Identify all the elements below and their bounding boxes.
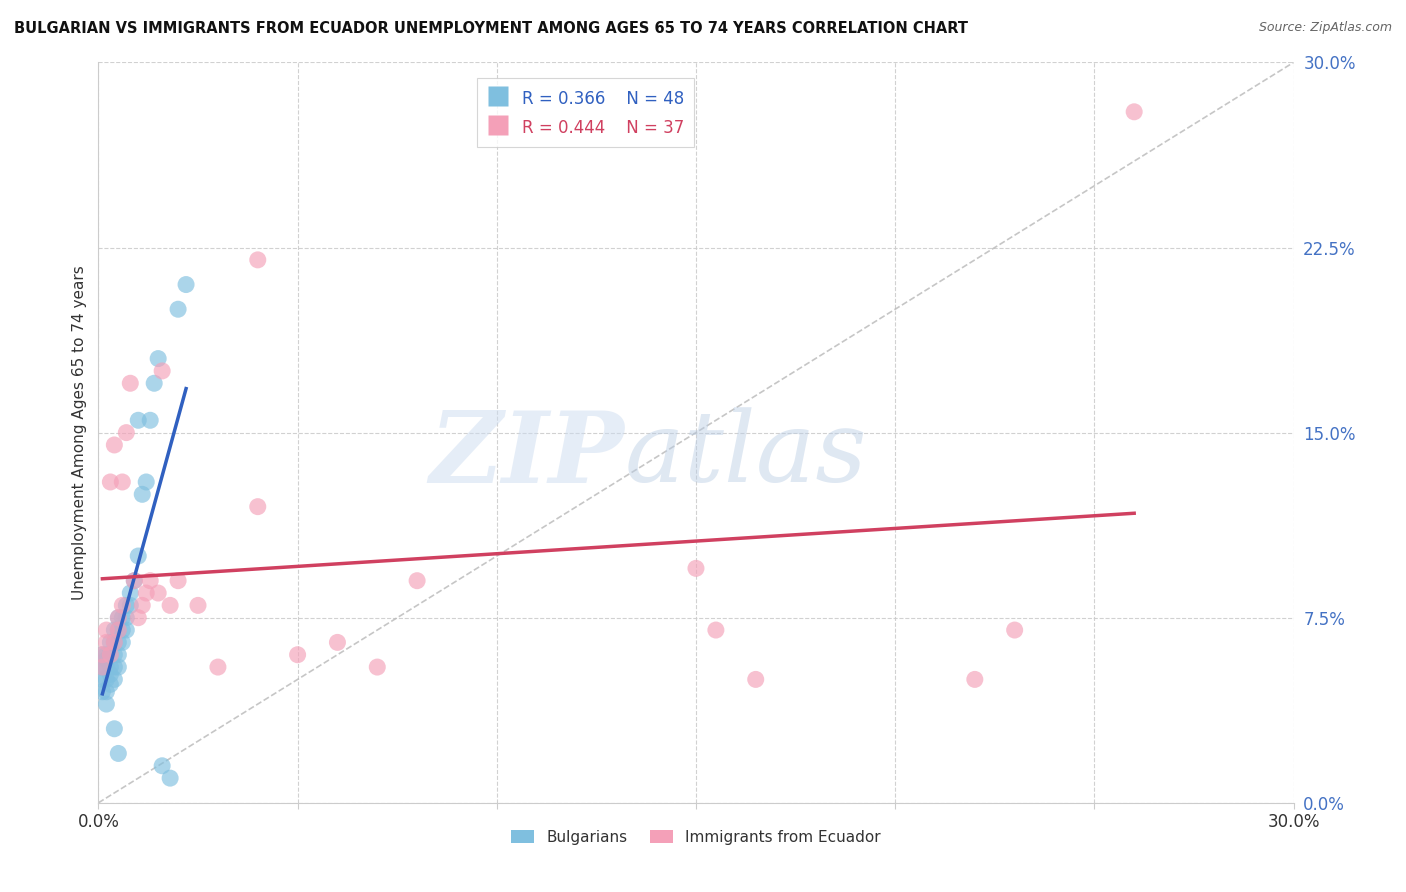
Point [115,425,138,440]
Point [167,302,190,317]
Point [98,635,122,649]
Point [111,623,134,637]
Text: atlas: atlas [624,407,868,502]
Point [107,660,129,674]
Point [103,623,125,637]
Point [159,599,181,613]
Point [98,660,122,674]
Point [98,648,122,662]
Point [115,599,138,613]
Point [103,438,125,452]
Point [246,252,269,267]
Point [103,722,125,736]
Point [107,635,129,649]
Point [135,475,157,489]
Point [124,574,146,588]
Point [91,648,114,662]
Point [131,599,153,613]
Point [111,475,134,489]
Point [704,623,727,637]
Point [115,623,138,637]
Point [107,623,129,637]
Point [124,574,146,588]
Point [1123,104,1146,119]
Point [127,549,149,563]
Point [111,635,134,649]
Point [107,623,129,637]
Point [127,610,149,624]
Point [107,648,129,662]
Point [148,586,170,600]
Point [246,500,269,514]
Point [187,599,209,613]
Y-axis label: Unemployment Among Ages 65 to 74 years: Unemployment Among Ages 65 to 74 years [72,265,87,600]
Point [98,667,122,681]
Point [96,697,118,711]
Point [207,660,229,674]
Point [139,413,162,427]
Point [103,635,125,649]
Point [366,660,388,674]
Point [91,685,114,699]
Point [963,673,986,687]
Point [107,610,129,624]
Point [96,685,118,699]
Point [167,574,190,588]
Point [150,758,173,772]
Point [115,610,138,624]
Point [120,376,142,391]
Point [143,376,166,391]
Point [91,660,114,674]
Point [98,475,122,489]
Point [120,599,142,613]
Point [103,635,125,649]
Point [96,660,118,674]
Point [1004,623,1026,637]
Point [127,413,149,427]
Point [96,635,118,649]
Text: Source: ZipAtlas.com: Source: ZipAtlas.com [1258,21,1392,34]
Point [111,599,134,613]
Point [91,660,114,674]
Text: BULGARIAN VS IMMIGRANTS FROM ECUADOR UNEMPLOYMENT AMONG AGES 65 TO 74 YEARS CORR: BULGARIAN VS IMMIGRANTS FROM ECUADOR UNE… [14,21,969,36]
Point [103,648,125,662]
Legend: Bulgarians, Immigrants from Ecuador: Bulgarians, Immigrants from Ecuador [505,823,887,851]
Point [174,277,197,292]
Point [98,677,122,691]
Point [326,635,349,649]
Point [139,574,162,588]
Point [135,586,157,600]
Text: ZIP: ZIP [429,407,624,503]
Point [91,673,114,687]
Point [96,653,118,667]
Point [287,648,309,662]
Point [91,648,114,662]
Point [685,561,707,575]
Point [96,673,118,687]
Point [148,351,170,366]
Point [107,610,129,624]
Point [150,364,173,378]
Point [745,673,768,687]
Point [111,610,134,624]
Point [96,623,118,637]
Point [406,574,429,588]
Point [131,487,153,501]
Point [96,648,118,662]
Point [120,586,142,600]
Point [98,648,122,662]
Point [159,771,181,785]
Point [91,660,114,674]
Point [103,660,125,674]
Point [107,747,129,761]
Point [103,673,125,687]
